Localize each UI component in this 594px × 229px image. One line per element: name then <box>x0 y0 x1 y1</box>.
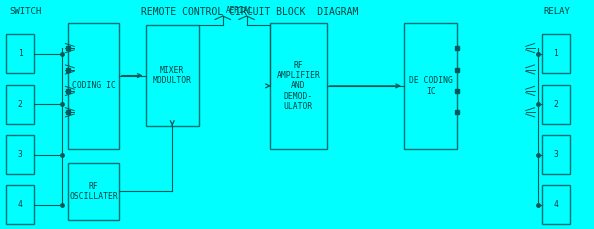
Bar <box>6 85 34 124</box>
Bar <box>6 34 34 73</box>
Text: REMOTE CONTROL CIRCUIT BLOCK  DIAGRAM: REMOTE CONTROL CIRCUIT BLOCK DIAGRAM <box>141 7 358 17</box>
Bar <box>68 23 119 149</box>
Bar <box>542 185 570 224</box>
Text: RELAY: RELAY <box>544 7 570 16</box>
Text: RF
AMPLIFIER
AND
DEMOD-
ULATOR: RF AMPLIFIER AND DEMOD- ULATOR <box>277 61 320 111</box>
Text: 1: 1 <box>18 49 23 58</box>
Text: 2: 2 <box>18 100 23 109</box>
Text: AERIAL: AERIAL <box>226 6 254 15</box>
Bar <box>542 34 570 73</box>
Text: RF
OSCILLATER: RF OSCILLATER <box>69 182 118 201</box>
Bar <box>6 135 34 174</box>
Text: 3: 3 <box>554 150 558 159</box>
Text: 1: 1 <box>554 49 558 58</box>
Text: DE CODING
IC: DE CODING IC <box>409 76 453 95</box>
Text: 2: 2 <box>554 100 558 109</box>
Bar <box>270 23 327 149</box>
Bar <box>404 23 457 149</box>
Text: 3: 3 <box>18 150 23 159</box>
Bar <box>542 85 570 124</box>
Bar <box>68 163 119 220</box>
Bar <box>146 25 199 126</box>
Text: SWITCH: SWITCH <box>9 7 41 16</box>
Text: MIXER
MODULTOR: MIXER MODULTOR <box>153 66 192 85</box>
Text: 4: 4 <box>18 200 23 210</box>
Bar <box>542 135 570 174</box>
Bar <box>6 185 34 224</box>
Text: 4: 4 <box>554 200 558 210</box>
Text: CODING IC: CODING IC <box>72 81 115 90</box>
